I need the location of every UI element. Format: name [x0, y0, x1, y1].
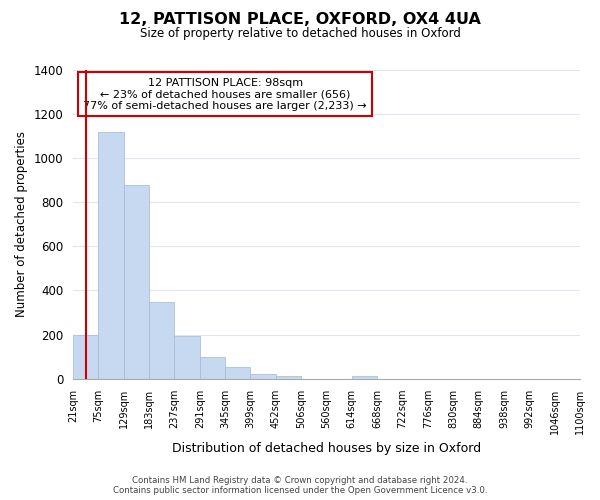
Bar [276, 376, 301, 378]
Bar [98, 132, 124, 378]
Y-axis label: Number of detached properties: Number of detached properties [15, 132, 28, 318]
Text: 12 PATTISON PLACE: 98sqm
← 23% of detached houses are smaller (656)
77% of semi-: 12 PATTISON PLACE: 98sqm ← 23% of detach… [83, 78, 367, 111]
Bar [149, 302, 175, 378]
Bar [225, 366, 250, 378]
Bar [175, 336, 200, 378]
X-axis label: Distribution of detached houses by size in Oxford: Distribution of detached houses by size … [172, 442, 481, 455]
Bar [352, 376, 377, 378]
Text: Size of property relative to detached houses in Oxford: Size of property relative to detached ho… [140, 28, 460, 40]
Bar [73, 334, 98, 378]
Text: Contains HM Land Registry data © Crown copyright and database right 2024.
Contai: Contains HM Land Registry data © Crown c… [113, 476, 487, 495]
Bar [250, 374, 276, 378]
Bar [124, 184, 149, 378]
Text: 12, PATTISON PLACE, OXFORD, OX4 4UA: 12, PATTISON PLACE, OXFORD, OX4 4UA [119, 12, 481, 28]
Bar [200, 356, 225, 378]
